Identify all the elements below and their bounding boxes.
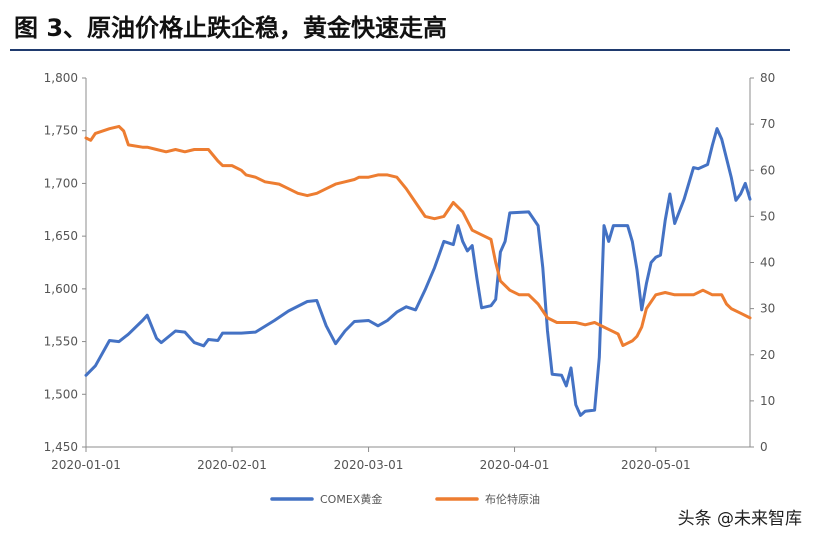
y-right-tick-label: 70 [760, 117, 775, 131]
x-tick-label: 2020-02-01 [197, 458, 267, 472]
series-line-comex-gold [84, 127, 752, 417]
chart-axes: 1,800 1,750 1,700 1,650 1,600 1,550 1,500 1,450… [44, 71, 776, 472]
y-right-tick-label: 30 [760, 302, 775, 316]
y-left-tick-label: 1,750 [44, 124, 78, 138]
y-right-tick-label: 10 [760, 394, 775, 408]
y-right-tick-label: 40 [760, 256, 775, 270]
x-tick-label: 2020-03-01 [334, 458, 404, 472]
y-left-tick-label: 1,450 [44, 440, 78, 454]
x-tick-label: 2020-04-01 [480, 458, 550, 472]
series-line-brent-oil [84, 124, 752, 347]
y-left-tick-label: 1,500 [44, 387, 78, 401]
y-left-tick-label: 1,800 [44, 71, 78, 85]
y-left-tick-label: 1,600 [44, 282, 78, 296]
chart-legend: COMEX黄金 布伦特原油 [270, 492, 540, 506]
chart-series [84, 124, 752, 417]
legend-label: COMEX黄金 [320, 492, 382, 506]
x-tick-label: 2020-05-01 [621, 458, 691, 472]
y-right-tick-label: 60 [760, 163, 775, 177]
y-left-tick-label: 1,700 [44, 176, 78, 190]
y-right-tick-label: 50 [760, 209, 775, 223]
y-left-tick-label: 1,650 [44, 229, 78, 243]
x-tick-label: 2020-01-01 [51, 458, 121, 472]
y-right-tick-label: 20 [760, 348, 775, 362]
watermark: 头条 @未来智库 [677, 509, 802, 529]
y-right-tick-label: 80 [760, 71, 775, 85]
y-right-tick-label: 0 [760, 440, 768, 454]
page-title: 图 3、原油价格止跌企稳，黄金快速走高 [14, 14, 448, 42]
legend-label: 布伦特原油 [485, 492, 540, 506]
y-left-tick-label: 1,550 [44, 335, 78, 349]
title-divider [10, 49, 790, 51]
